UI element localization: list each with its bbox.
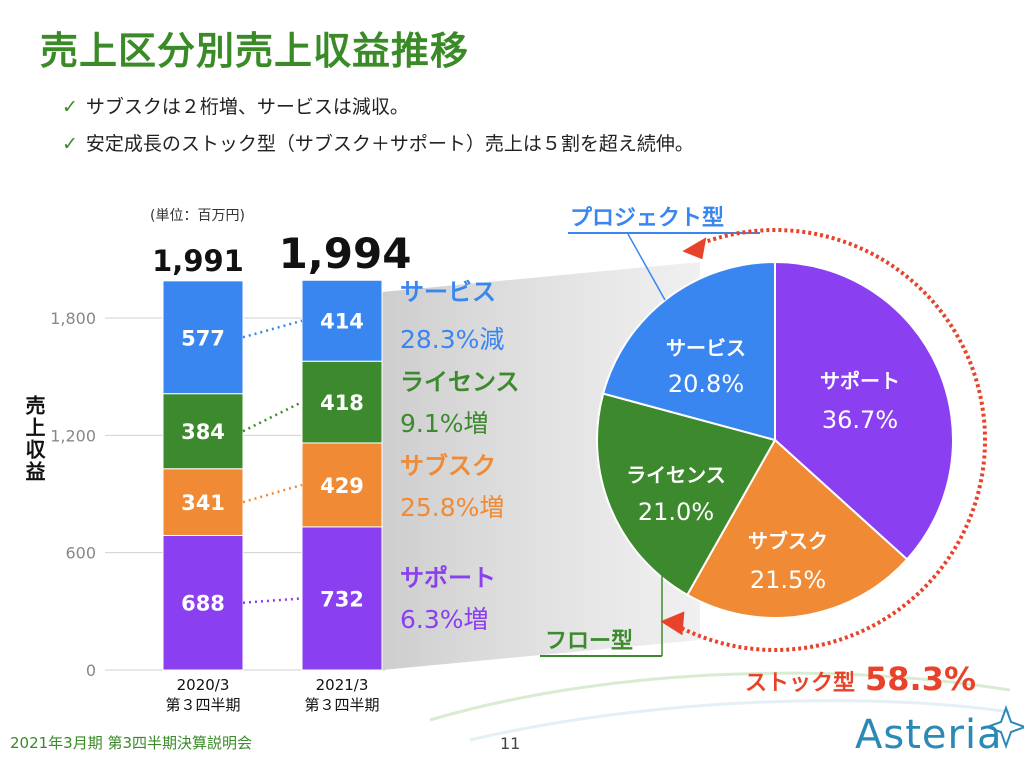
footer-swoosh [429,671,1011,722]
stock-type-value: 58.3% [865,660,977,698]
pie-label-support: サポート [820,369,900,393]
stock-type-label: ストック型 [745,671,856,696]
series-name-subscription: サブスク [400,452,496,480]
total-label-2020: 1,991 [152,244,244,278]
pie-slice-license [596,392,777,597]
stock-arrowhead-bottom [660,611,685,636]
stock-arc [675,228,987,652]
bar-value-label: 732 [320,587,364,611]
pie-value-service: 20.8% [668,370,744,398]
bullet-text: 安定成長のストック型（サブスク＋サポート）売上は５割を超え続伸。 [85,133,694,155]
series-change-service: 28.3%減 [400,325,504,354]
connector-license [242,400,303,433]
pie-value-subscription: 21.5% [750,566,826,594]
bar-subscription-0 [162,468,244,536]
pie-value-license: 21.0% [638,498,714,526]
page-title: 売上区分別売上収益推移 [40,29,470,73]
y-tick-label: 1,800 [50,309,96,328]
total-label-2021: 1,994 [278,229,412,278]
group-label-flow: フロー型 [545,629,633,654]
bar-subscription-1 [301,442,383,528]
bar-service-1 [301,279,383,362]
connector-support [242,597,303,604]
sparkle-icon [984,705,1024,749]
bar-value-label: 688 [181,592,225,616]
series-name-service: サービス [400,278,496,306]
bar-value-label: 341 [181,491,225,515]
y-tick-label: 0 [86,661,96,680]
y-tick-label: 600 [65,544,96,563]
x-tick-label: 第３四半期 [304,696,379,714]
bar-value-label: 418 [320,391,364,415]
series-change-subscription: 25.8%増 [400,493,504,522]
pie-label-subscription: サブスク [748,529,828,553]
footer-swoosh [469,699,1011,742]
connector-subscription [242,483,303,504]
pie-slice-service [601,260,776,442]
pie-label-service: サービス [666,336,746,360]
unit-label: (単位：百万円) [150,208,245,224]
pie-label-license: ライセンス [626,463,726,487]
bar-value-label: 384 [181,420,225,444]
group-label-project: プロジェクト型 [570,206,724,231]
pie-value-support: 36.7% [822,406,898,434]
logo: Asteria [855,712,1003,758]
bar-value-label: 429 [320,474,364,498]
check-icon: ✓ [62,96,78,118]
x-tick-label: 2020/3 [177,676,230,694]
check-icon: ✓ [62,133,78,155]
x-tick-label: 2021/3 [316,676,369,694]
series-name-support: サポート [400,564,496,592]
bullet-2: ✓ 安定成長のストック型（サブスク＋サポート）売上は５割を超え続伸。 [62,129,694,156]
connector-service [242,319,303,339]
bar-value-label: 414 [320,310,364,334]
page-number: 11 [500,734,521,753]
pie-slice-support [774,260,954,561]
bar-support-1 [301,526,383,671]
bullet-1: ✓ サブスクは２桁増、サービスは減収。 [62,92,409,119]
bar-value-label: 577 [181,326,225,350]
stock-arrowhead-top [682,237,707,260]
x-tick-label: 第３四半期 [165,696,240,714]
bar-license-1 [301,360,383,444]
bullet-text: サブスクは２桁増、サービスは減収。 [85,96,409,118]
series-name-license: ライセンス [400,368,520,396]
group-leader-project [627,233,666,301]
footer-text: 2021年3月期 第3四半期決算説明会 [10,734,253,752]
bar-support-0 [162,534,244,671]
series-change-support: 6.3%増 [400,605,489,634]
bar-service-0 [162,280,244,395]
series-change-license: 9.1%増 [400,409,489,438]
pie-slice-subscription [685,438,909,619]
stock-label: ストック型 58.3% [745,660,976,698]
y-tick-label: 1,200 [50,426,96,445]
y-axis-label: 売上収益 [22,395,46,483]
